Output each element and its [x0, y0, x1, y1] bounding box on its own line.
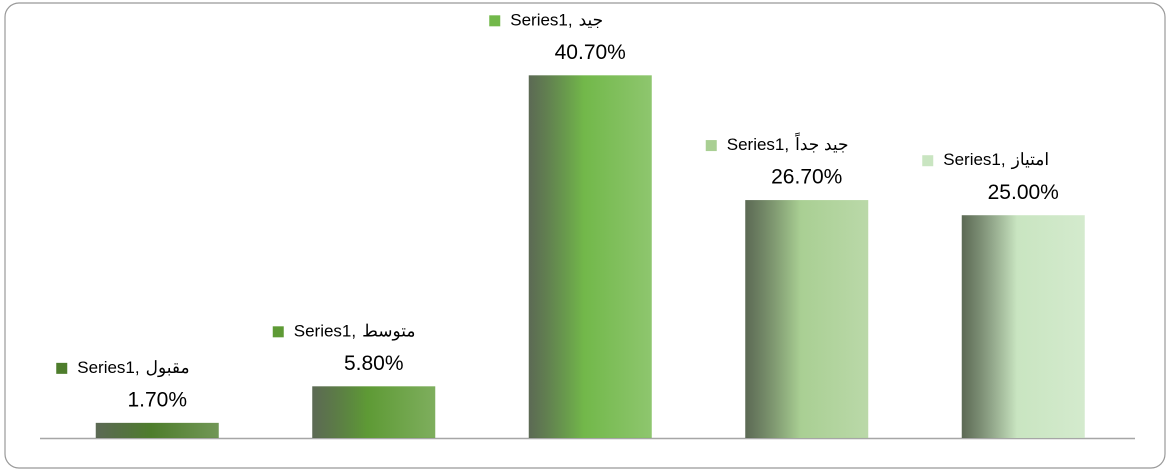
- data-label-value: 1.70%: [127, 388, 187, 411]
- label-swatch: [922, 155, 934, 167]
- label-swatch: [56, 362, 68, 374]
- category: جيد جداً: [794, 132, 848, 155]
- category: مقبول: [146, 358, 190, 378]
- data-label-value: 26.70%: [771, 166, 842, 189]
- data-label-value: 5.80%: [344, 352, 404, 375]
- series-name: Series1: [727, 136, 785, 155]
- data-label-name: Series1, مقبول: [77, 358, 189, 378]
- bar: [312, 386, 436, 438]
- series-name: Series1: [510, 11, 568, 30]
- data-label-value: 25.00%: [988, 181, 1059, 204]
- bar: [528, 75, 652, 438]
- label-swatch: [272, 326, 284, 338]
- category: امتياز: [1011, 151, 1049, 171]
- data-label-name: Series1, جيد جداً: [727, 132, 849, 155]
- label-swatch: [705, 140, 717, 152]
- separator: ,: [351, 322, 356, 341]
- separator: ,: [568, 11, 573, 30]
- series-name: Series1: [77, 358, 135, 377]
- bar: [745, 200, 869, 438]
- data-label-name: Series1, امتياز: [943, 151, 1049, 171]
- bar: [95, 422, 219, 438]
- separator: ,: [135, 358, 140, 377]
- separator: ,: [1001, 151, 1006, 170]
- data-label-value: 40.70%: [555, 41, 626, 64]
- category: متوسط: [362, 322, 415, 342]
- label-swatch: [489, 15, 501, 27]
- category: جيد: [579, 11, 604, 30]
- bar: [961, 215, 1085, 438]
- series-name: Series1: [943, 151, 1001, 170]
- data-label-name: Series1, جيد: [510, 11, 603, 30]
- series-name: Series1: [294, 322, 352, 341]
- data-label-name: Series1, متوسط: [294, 322, 416, 342]
- separator: ,: [784, 136, 789, 155]
